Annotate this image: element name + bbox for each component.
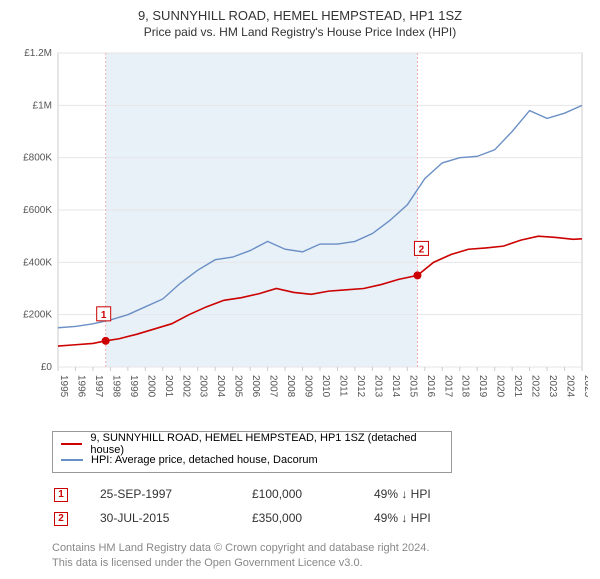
svg-text:2020: 2020 [495, 375, 506, 398]
svg-text:2004: 2004 [215, 375, 226, 398]
svg-text:£800K: £800K [23, 153, 52, 164]
marker-value: £100,000 [252, 483, 372, 505]
svg-text:2000: 2000 [145, 375, 156, 398]
marker-badge: 2 [54, 512, 68, 526]
svg-text:£600K: £600K [23, 205, 52, 216]
price-chart: £0 £200K £400K £600K £800K £1M £1.2M 1995 1996 19… [12, 45, 588, 425]
svg-text:2006: 2006 [250, 375, 261, 398]
marker-date: 30-JUL-2015 [100, 507, 250, 529]
svg-text:2012: 2012 [355, 375, 366, 398]
chart-svg: £0 £200K £400K £600K £800K £1M £1.2M 1995 1996 19… [12, 45, 588, 425]
svg-text:2009: 2009 [303, 375, 314, 398]
svg-text:2: 2 [419, 244, 425, 255]
footnote-line: Contains HM Land Registry data © Crown c… [52, 541, 588, 556]
svg-text:2005: 2005 [233, 375, 244, 398]
chart-legend: 9, SUNNYHILL ROAD, HEMEL HEMPSTEAD, HP1 … [52, 431, 452, 473]
svg-text:2016: 2016 [425, 375, 436, 398]
svg-text:£1.2M: £1.2M [24, 48, 52, 59]
chart-title-line1: 9, SUNNYHILL ROAD, HEMEL HEMPSTEAD, HP1 … [12, 8, 588, 23]
svg-text:£0: £0 [41, 362, 53, 373]
svg-text:2001: 2001 [163, 375, 174, 398]
svg-text:2023: 2023 [547, 375, 558, 398]
svg-text:£400K: £400K [23, 257, 52, 268]
svg-text:1: 1 [101, 310, 107, 321]
svg-text:2008: 2008 [285, 375, 296, 398]
legend-item: 9, SUNNYHILL ROAD, HEMEL HEMPSTEAD, HP1 … [61, 436, 443, 452]
svg-text:2007: 2007 [268, 375, 279, 398]
svg-text:1997: 1997 [93, 375, 104, 398]
svg-text:2013: 2013 [372, 375, 383, 398]
legend-swatch [61, 443, 82, 445]
svg-text:2021: 2021 [512, 375, 523, 398]
chart-title-line2: Price paid vs. HM Land Registry's House … [12, 25, 588, 39]
svg-text:2003: 2003 [198, 375, 209, 398]
svg-text:2014: 2014 [390, 375, 401, 398]
marker-date: 25-SEP-1997 [100, 483, 250, 505]
svg-text:2022: 2022 [530, 375, 541, 398]
svg-text:2024: 2024 [565, 375, 576, 398]
svg-text:£1M: £1M [33, 100, 52, 111]
marker-row: 1 25-SEP-1997 £100,000 49% ↓ HPI [54, 483, 514, 505]
svg-text:1998: 1998 [110, 375, 121, 398]
footnote-line: This data is licensed under the Open Gov… [52, 556, 588, 571]
svg-text:2010: 2010 [320, 375, 331, 398]
svg-text:2011: 2011 [337, 375, 348, 397]
svg-text:2017: 2017 [442, 375, 453, 398]
legend-swatch [61, 459, 83, 461]
svg-text:1999: 1999 [128, 375, 139, 398]
svg-text:1995: 1995 [58, 375, 69, 398]
marker-table: 1 25-SEP-1997 £100,000 49% ↓ HPI 2 30-JU… [52, 481, 516, 531]
svg-text:2019: 2019 [477, 375, 488, 398]
marker-pct: 49% ↓ HPI [374, 507, 514, 529]
marker-badge: 1 [54, 488, 68, 502]
footnote: Contains HM Land Registry data © Crown c… [52, 541, 588, 571]
marker-value: £350,000 [252, 507, 372, 529]
svg-text:2018: 2018 [460, 375, 471, 398]
svg-text:£200K: £200K [23, 310, 52, 321]
marker-row: 2 30-JUL-2015 £350,000 49% ↓ HPI [54, 507, 514, 529]
svg-text:1996: 1996 [75, 375, 86, 398]
marker-pct: 49% ↓ HPI [374, 483, 514, 505]
svg-text:2025: 2025 [582, 375, 588, 398]
svg-text:2002: 2002 [180, 375, 191, 398]
legend-label: HPI: Average price, detached house, Daco… [91, 454, 318, 466]
svg-text:2015: 2015 [407, 375, 418, 398]
legend-label: 9, SUNNYHILL ROAD, HEMEL HEMPSTEAD, HP1 … [90, 432, 443, 456]
